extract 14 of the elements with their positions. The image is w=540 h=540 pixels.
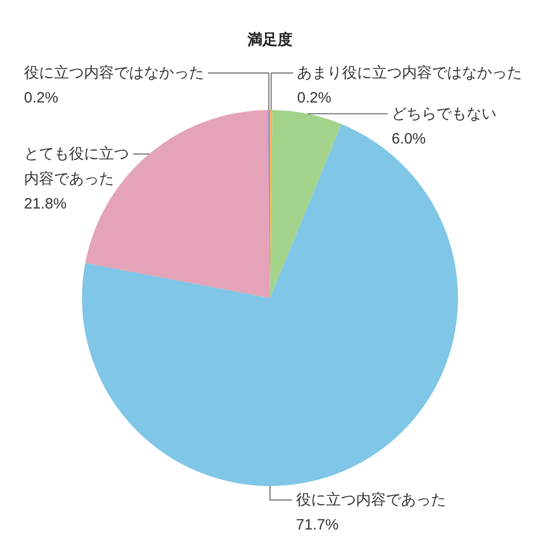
pie-slice (85, 110, 270, 298)
chart-title: 満足度 (246, 30, 292, 48)
pie-slice (270, 110, 342, 298)
slice-label: どちらでもない (392, 105, 497, 122)
data-label: 0.2% (297, 90, 332, 106)
pie-slice (82, 124, 458, 486)
slice-label: 役に立つ内容であった (296, 492, 446, 508)
data-label: 0.2% (24, 90, 58, 106)
slice-label: あまり役に立つ内容ではなかった (297, 64, 522, 82)
data-label: 71.7% (296, 516, 339, 534)
slice-label: 役に立つ内容ではなかった (24, 64, 204, 82)
slice-label: とても役に立つ内容であった (24, 145, 129, 188)
data-label: 21.8% (24, 195, 67, 212)
data-label: 6.0% (392, 130, 426, 148)
